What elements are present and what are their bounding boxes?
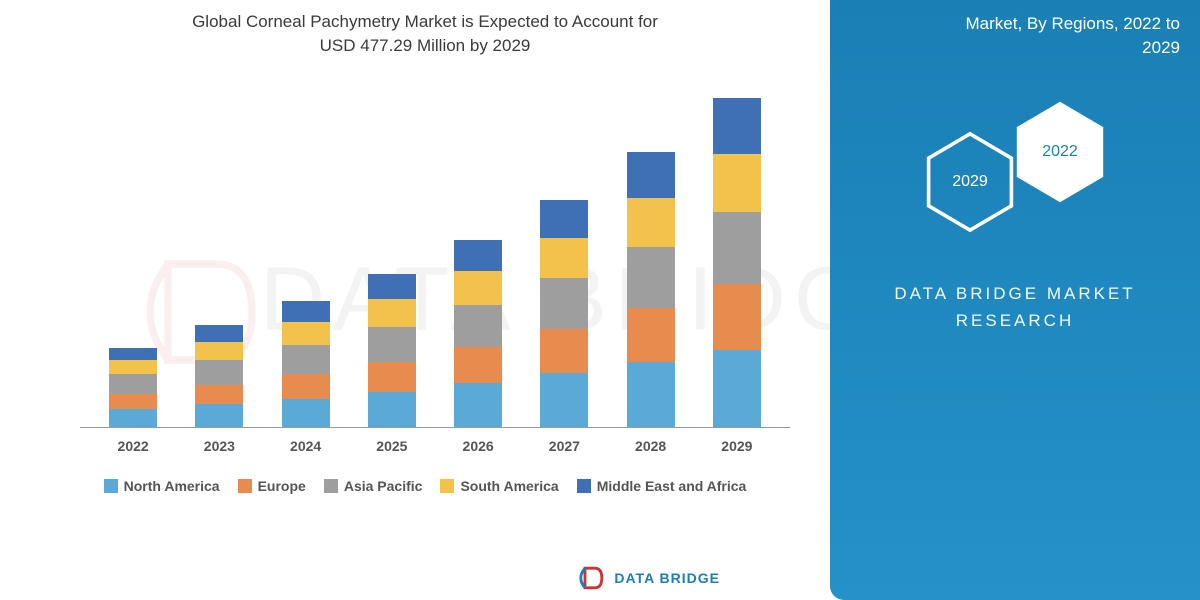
footer-logo: DATA BRIDGE (578, 564, 720, 592)
bar-segment (195, 360, 243, 385)
bar-segment (627, 152, 675, 198)
bar-column (109, 348, 157, 427)
bar-segment (282, 322, 330, 344)
bar-segment (368, 362, 416, 391)
legend-label: Middle East and Africa (597, 478, 747, 494)
legend-item: North America (104, 478, 220, 494)
chart-legend: North America Europe Asia Pacific South Ame… (40, 478, 810, 494)
bar-segment (454, 240, 502, 271)
bar-segment (713, 350, 761, 427)
hexagon-2022: 2022 (1015, 100, 1105, 204)
hexagon-2029: 2029 (925, 130, 1015, 234)
right-panel: Market, By Regions, 2022 to 2029 2029 20… (830, 0, 1200, 600)
legend-swatch (440, 479, 454, 493)
title-line-2: USD 477.29 Million by 2029 (320, 36, 531, 55)
legend-item: South America (440, 478, 558, 494)
bar-segment (713, 98, 761, 154)
bar-segment (368, 392, 416, 427)
bar-segment (109, 374, 157, 394)
bar-segment (454, 305, 502, 347)
bar-column (627, 152, 675, 426)
title-line-1: Global Corneal Pachymetry Market is Expe… (192, 12, 658, 31)
bar-segment (368, 274, 416, 299)
bar-column (195, 325, 243, 426)
bar-segment (454, 271, 502, 305)
legend-item: Asia Pacific (324, 478, 423, 494)
x-axis-label: 2029 (713, 428, 761, 468)
legend-swatch (238, 479, 252, 493)
bar-segment (109, 360, 157, 374)
x-axis-label: 2028 (627, 428, 675, 468)
main-layout: Global Corneal Pachymetry Market is Expe… (0, 0, 1200, 600)
bar-segment (195, 342, 243, 360)
bar-segment (627, 362, 675, 426)
right-title-line-1: Market, By Regions, 2022 to (965, 14, 1180, 33)
legend-label: Asia Pacific (344, 478, 423, 494)
brand-line-2: RESEARCH (956, 311, 1074, 330)
hexagon-2022-label: 2022 (1042, 143, 1078, 161)
footer-logo-icon (578, 564, 606, 592)
bar-segment (282, 301, 330, 322)
bars-container (80, 78, 790, 427)
bar-chart: 2022 2023 2024 2025 2026 2027 2028 2029 (80, 78, 790, 468)
x-axis-label: 2024 (282, 428, 330, 468)
legend-label: North America (124, 478, 220, 494)
legend-label: Europe (258, 478, 306, 494)
legend-swatch (324, 479, 338, 493)
x-axis-labels: 2022 2023 2024 2025 2026 2027 2028 2029 (80, 428, 790, 468)
bar-segment (195, 325, 243, 342)
footer-logo-text: DATA BRIDGE (614, 570, 720, 586)
bar-column (540, 200, 588, 427)
bar-segment (282, 345, 330, 374)
bar-segment (713, 154, 761, 213)
bar-segment (627, 247, 675, 307)
right-panel-title: Market, By Regions, 2022 to 2029 (850, 12, 1180, 60)
legend-swatch (577, 479, 591, 493)
bar-segment (713, 284, 761, 350)
left-panel: Global Corneal Pachymetry Market is Expe… (0, 0, 830, 600)
bar-segment (713, 212, 761, 283)
x-axis-label: 2022 (109, 428, 157, 468)
right-title-line-2: 2029 (1142, 38, 1180, 57)
bar-column (713, 98, 761, 427)
bar-segment (109, 348, 157, 361)
bar-segment (109, 394, 157, 409)
bar-segment (195, 385, 243, 405)
bar-segment (540, 200, 588, 238)
bar-segment (627, 198, 675, 247)
bar-segment (454, 383, 502, 426)
legend-item: Europe (238, 478, 306, 494)
bar-segment (540, 329, 588, 374)
x-axis-label: 2027 (540, 428, 588, 468)
bar-segment (627, 308, 675, 363)
bar-segment (540, 278, 588, 328)
bar-segment (368, 299, 416, 327)
bar-segment (282, 374, 330, 399)
hexagon-graphic: 2029 2022 (885, 100, 1145, 240)
x-axis-label: 2026 (454, 428, 502, 468)
bar-segment (282, 399, 330, 427)
hexagon-2029-label: 2029 (952, 173, 988, 191)
legend-swatch (104, 479, 118, 493)
bar-column (368, 274, 416, 427)
brand-text: DATA BRIDGE MARKET RESEARCH (850, 280, 1180, 334)
bar-column (282, 301, 330, 426)
bar-segment (540, 373, 588, 426)
plot-area (80, 78, 790, 428)
chart-title: Global Corneal Pachymetry Market is Expe… (40, 10, 810, 58)
bar-column (454, 240, 502, 426)
x-axis-label: 2023 (195, 428, 243, 468)
legend-label: South America (460, 478, 558, 494)
brand-line-1: DATA BRIDGE MARKET (894, 284, 1135, 303)
bar-segment (540, 238, 588, 279)
bar-segment (454, 347, 502, 383)
bar-segment (195, 404, 243, 426)
legend-item: Middle East and Africa (577, 478, 747, 494)
x-axis-label: 2025 (368, 428, 416, 468)
bar-segment (109, 409, 157, 427)
bar-segment (368, 327, 416, 362)
